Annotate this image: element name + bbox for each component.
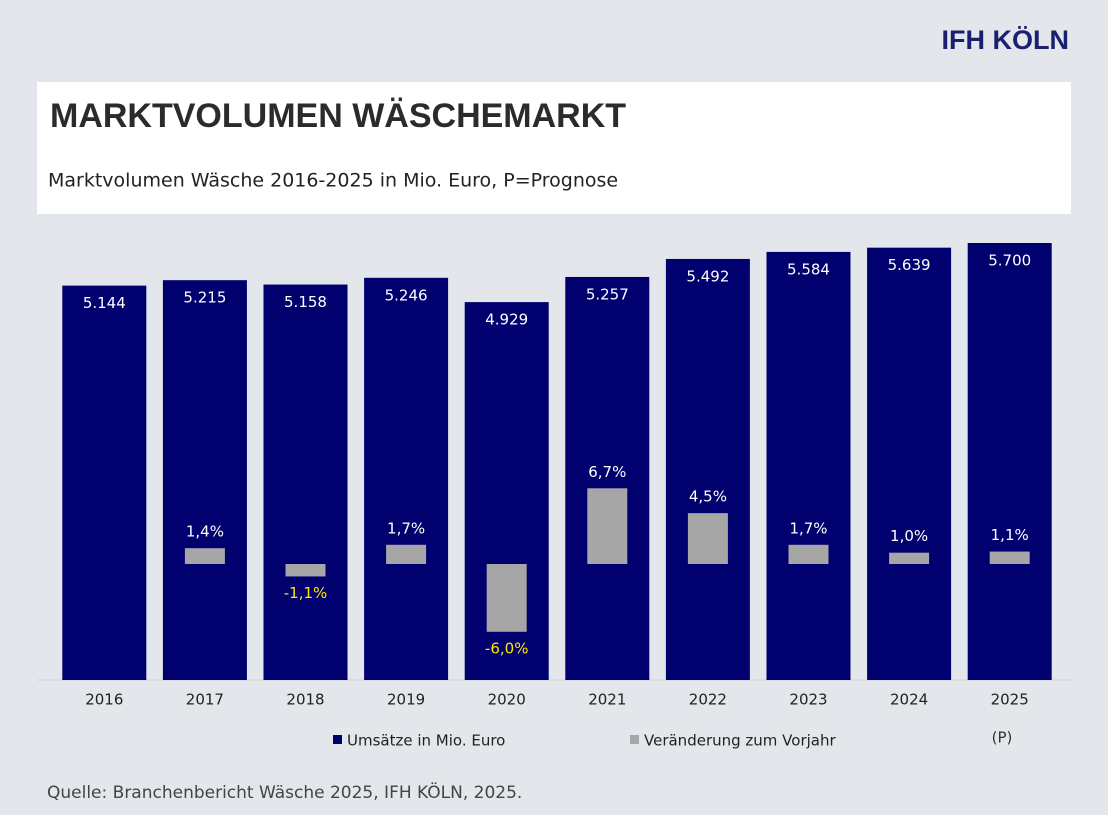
change-label: -1,1%	[284, 584, 328, 602]
legend-label: Umsätze in Mio. Euro	[347, 732, 505, 750]
x-tick-label: 2023	[789, 691, 827, 709]
bar	[62, 285, 147, 680]
x-tick-label: 2019	[387, 691, 425, 709]
bar-label: 5.700	[988, 252, 1031, 270]
bar-label: 5.144	[83, 294, 126, 312]
x-tick-label: 2021	[588, 691, 626, 709]
bar	[565, 276, 650, 680]
change-bar	[587, 488, 628, 564]
chart-subtitle: Marktvolumen Wäsche 2016-2025 in Mio. Eu…	[48, 170, 618, 192]
change-bar	[486, 564, 527, 632]
logo: IFH KÖLN	[942, 25, 1070, 55]
x-tick-label: 2024	[890, 691, 928, 709]
change-label: 6,7%	[588, 463, 626, 481]
x-tick-label: 2025	[991, 691, 1029, 709]
change-label: 1,1%	[991, 526, 1029, 544]
legend-swatch	[630, 735, 639, 744]
change-label: 1,7%	[387, 519, 425, 537]
bar-label: 5.158	[284, 293, 327, 311]
x-tick-label: 2018	[286, 691, 324, 709]
bar	[766, 251, 851, 681]
change-bar	[687, 513, 728, 564]
legend-label: Veränderung zum Vorjahr	[644, 732, 836, 750]
change-bar	[889, 552, 930, 564]
change-label: 1,4%	[186, 523, 224, 541]
bar	[867, 247, 952, 680]
x-tick-label: 2022	[689, 691, 727, 709]
change-bar	[285, 564, 326, 577]
bar	[364, 277, 449, 680]
change-bar	[989, 551, 1030, 564]
change-bar	[788, 544, 829, 564]
header-box	[37, 82, 1071, 214]
change-label: 1,0%	[890, 527, 928, 545]
change-label: -6,0%	[485, 639, 529, 657]
change-bar	[386, 544, 427, 564]
change-label: 4,5%	[689, 488, 727, 506]
bar	[162, 280, 247, 680]
x-tick-label: 2017	[186, 691, 224, 709]
bar	[263, 284, 348, 680]
bar-label: 5.257	[586, 285, 629, 303]
bar	[665, 258, 750, 680]
change-bar	[184, 548, 225, 564]
bar-label: 4.929	[485, 311, 528, 329]
bar-label: 5.215	[183, 289, 226, 307]
bar-label: 5.639	[888, 256, 931, 274]
bar	[967, 243, 1052, 680]
bar-label: 5.492	[686, 267, 729, 285]
bar-label: 5.246	[385, 286, 428, 304]
note: (P)	[992, 729, 1013, 747]
chart-title: MARKTVOLUMEN WÄSCHEMARKT	[50, 97, 626, 135]
x-tick-label: 2020	[488, 691, 526, 709]
change-label: 1,7%	[789, 519, 827, 537]
bar-label: 5.584	[787, 260, 830, 278]
x-tick-label: 2016	[85, 691, 123, 709]
source: Quelle: Branchenbericht Wäsche 2025, IFH…	[47, 781, 522, 803]
legend-swatch	[333, 735, 342, 744]
